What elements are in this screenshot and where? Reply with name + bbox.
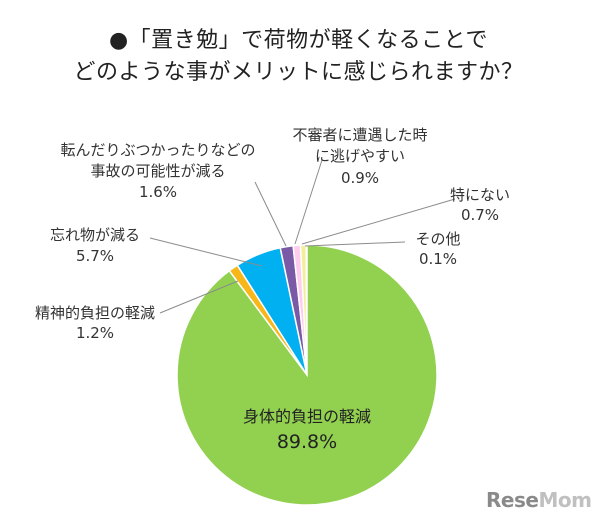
resemom-logo: ReseMom (486, 488, 592, 512)
slice-value-5: 0.7% (461, 206, 499, 224)
leader-line-4 (294, 159, 323, 245)
leader-line-1 (159, 280, 239, 314)
slice-value-1: 1.2% (76, 324, 114, 342)
leader-line-3 (254, 181, 287, 247)
slice-label-6: その他 (415, 230, 460, 248)
pie-slice-0 (176, 244, 438, 506)
slice-value-3: 1.6% (139, 183, 177, 201)
slice-label-3-line-1: 転んだりぶつかったりなどの (60, 141, 255, 159)
slice-value-2: 5.7% (76, 247, 114, 265)
slice-value-4: 0.9% (341, 169, 379, 187)
slice-label-2: 忘れ物が減る (50, 226, 140, 244)
slice-label-0: 身体的負担の軽減 (243, 407, 371, 426)
slice-label-4-line-2: に逃げやすい (315, 147, 405, 165)
slice-value-6: 0.1% (419, 250, 457, 268)
leader-line-6 (304, 241, 406, 247)
slice-label-5: 特にない (450, 186, 510, 204)
chart-title-line-1: ●「置き勉」で荷物が軽くなることで (108, 28, 489, 53)
chart-title-line-2: どのような事がメリットに感じられますか？ (73, 60, 524, 85)
slice-value-0: 89.8% (277, 431, 337, 453)
leader-line-2 (149, 237, 263, 267)
slice-label-1: 精神的負担の軽減 (35, 304, 155, 322)
slice-label-3-line-2: 事故の可能性が減る (90, 162, 225, 180)
slice-label-4-line-1: 不審者に遭遇した時 (292, 126, 427, 144)
leader-line-5 (301, 198, 456, 245)
